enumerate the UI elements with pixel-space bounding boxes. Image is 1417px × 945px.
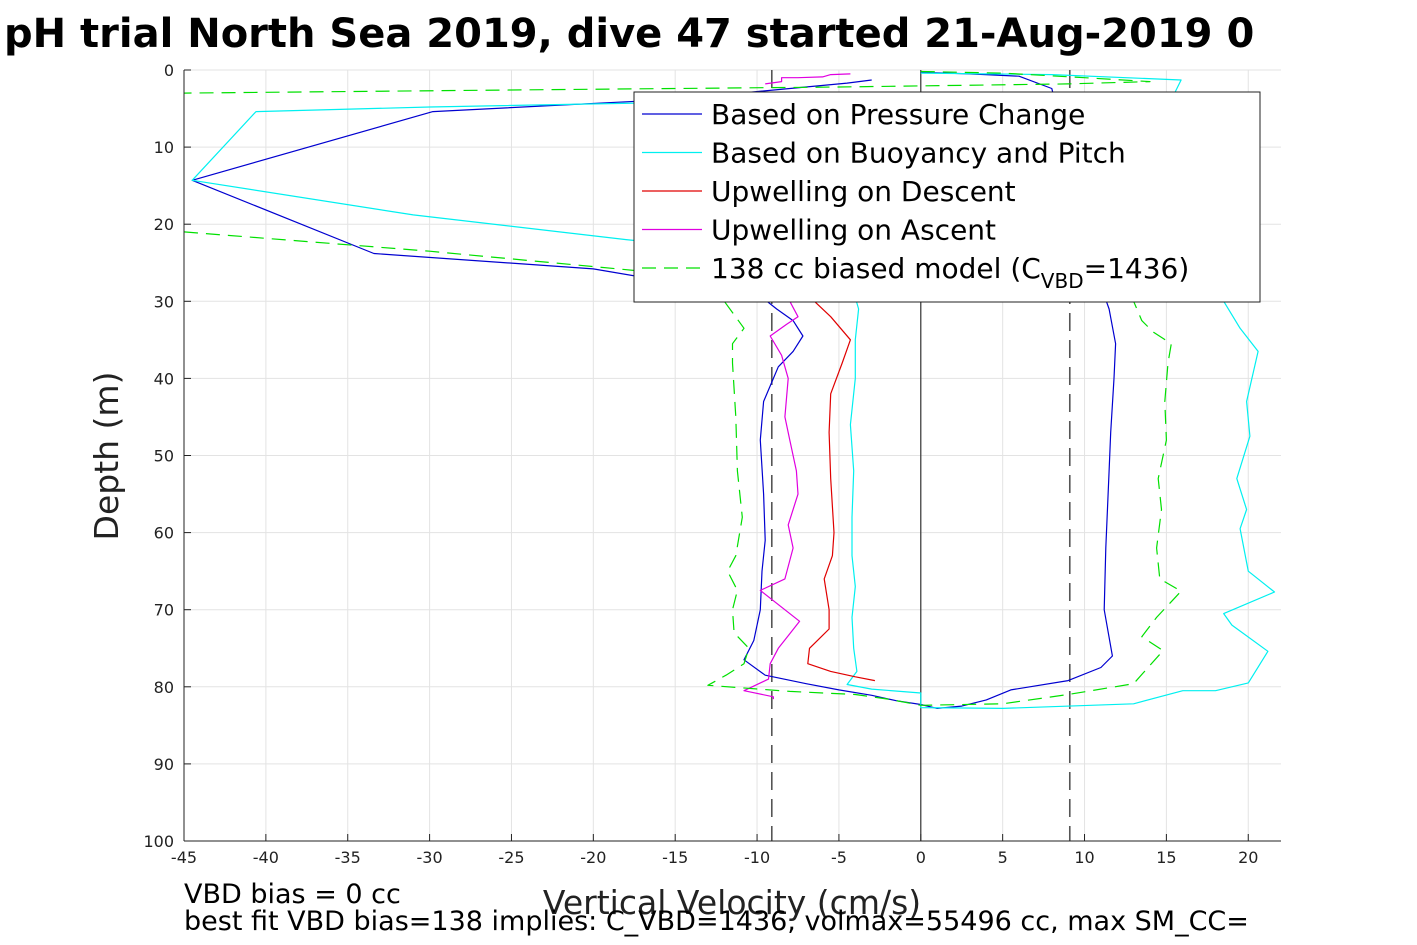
- y-tick-label: 60: [154, 524, 174, 543]
- y-tick-label: 30: [154, 292, 174, 311]
- x-tick-label: 15: [1156, 848, 1176, 867]
- series-line-4: [184, 231, 1182, 706]
- y-tick-label: 90: [154, 755, 174, 774]
- legend-label: Based on Buoyancy and Pitch: [711, 137, 1126, 170]
- y-tick-label: 0: [164, 61, 174, 80]
- x-tick-label: -40: [253, 848, 279, 867]
- y-tick-labels: 0 10 20 30 40 50 60 70 80 90 100: [143, 61, 174, 851]
- x-tick-label: 0: [916, 848, 926, 867]
- series-line-3: [743, 301, 801, 700]
- y-tick-label: 40: [154, 369, 174, 388]
- x-tick-label: 5: [998, 848, 1008, 867]
- x-tick-label: 20: [1238, 848, 1258, 867]
- footer-line-1: VBD bias = 0 cc: [184, 879, 401, 910]
- x-tick-label: -20: [580, 848, 606, 867]
- legend-label: Upwelling on Descent: [711, 175, 1016, 208]
- y-tick-label: 70: [154, 601, 174, 620]
- x-tick-label: 10: [1074, 848, 1094, 867]
- x-axis-label: Vertical Velocity (cm/s): [543, 883, 921, 922]
- x-tick-label: -25: [498, 848, 524, 867]
- x-tick-label: -45: [171, 848, 197, 867]
- x-tick-label: -35: [335, 848, 361, 867]
- series-line-2: [807, 96, 876, 682]
- y-tick-label: 100: [143, 832, 174, 851]
- axes: [183, 70, 1281, 842]
- y-tick-label: 50: [154, 447, 174, 466]
- chart-title: pH trial North Sea 2019, dive 47 started…: [4, 11, 1254, 57]
- x-tick-label: -5: [831, 848, 847, 867]
- legend: Based on Pressure Change Based on Buoyanc…: [633, 91, 1261, 303]
- x-tick-label: -15: [662, 848, 688, 867]
- legend-label: Based on Pressure Change: [711, 98, 1085, 131]
- y-tick-label: 80: [154, 678, 174, 697]
- series-line-3: [765, 73, 851, 85]
- x-tick-labels: -45 -40 -35 -30 -25 -20 -15 -10 -5 0 5 10 15 20: [171, 848, 1259, 867]
- footer-line-2: best fit VBD bias=138 implies: C_VBD=143…: [184, 906, 1249, 937]
- legend-box: [633, 91, 1261, 303]
- series-line-4: [184, 70, 1151, 94]
- y-tick-label: 20: [154, 215, 174, 234]
- y-tick-label: 10: [154, 138, 174, 157]
- legend-label: Upwelling on Ascent: [711, 214, 996, 247]
- y-axis-label: Depth (m): [87, 372, 126, 541]
- x-tick-label: -10: [744, 848, 770, 867]
- x-tick-label: -30: [417, 848, 443, 867]
